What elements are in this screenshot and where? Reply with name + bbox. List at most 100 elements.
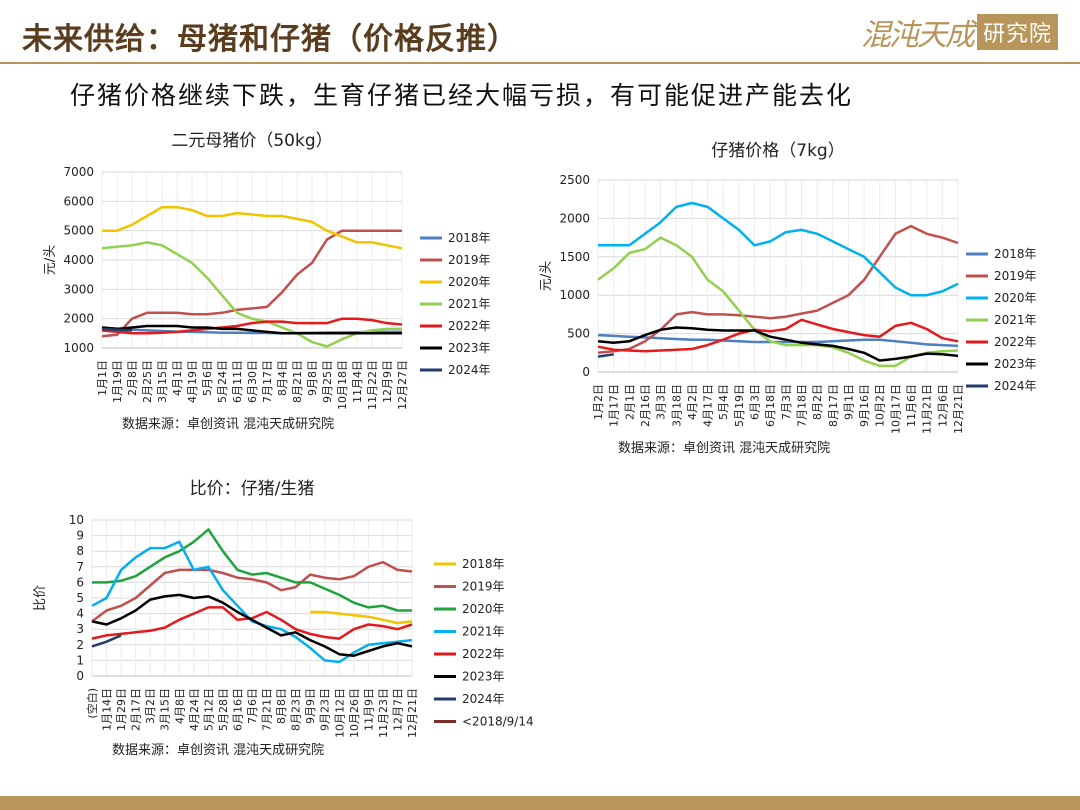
series-line-2019年 [91, 560, 413, 623]
legend-label: 2018年 [994, 247, 1037, 261]
y-tick-label: 5000 [63, 224, 94, 238]
x-tick-label: 5月28日 [217, 688, 230, 731]
legend-label: 2019年 [448, 253, 491, 267]
series-line-2022年 [597, 318, 959, 353]
x-tick-label: (空白) [85, 688, 99, 719]
header-divider [0, 62, 1080, 64]
legend-label: 2018年 [462, 557, 505, 571]
y-tick-label: 7 [76, 560, 84, 574]
y-tick-label: 2000 [559, 211, 590, 225]
legend-label: 2024年 [448, 363, 491, 377]
x-tick-label: 9月9日 [304, 688, 317, 724]
x-tick-label: 5月12日 [202, 688, 215, 731]
data-source-note: 数据来源：卓创资讯 混沌天成研究院 [618, 441, 830, 456]
x-tick-label: 11月9日 [362, 688, 375, 731]
x-tick-label: 7月17日 [261, 360, 274, 403]
x-tick-label: 11月4日 [351, 360, 364, 403]
chart-title: 比价：仔猪/生猪 [190, 479, 315, 499]
legend-label: 2023年 [994, 357, 1037, 371]
data-source-note: 数据来源：卓创资讯 混沌天成研究院 [112, 743, 324, 758]
y-tick-label: 1500 [559, 250, 590, 264]
x-tick-label: 9月16日 [858, 384, 871, 427]
series-line-2024年 [597, 353, 614, 358]
series-line-2021年 [597, 236, 959, 368]
legend-label: 2021年 [994, 313, 1037, 327]
x-tick-label: 8月21日 [291, 360, 304, 403]
series-line-2020年 [598, 201, 959, 297]
x-tick-label: 6月3日 [749, 384, 762, 420]
logo-seal: 研究院 [976, 14, 1058, 50]
legend-label: 2024年 [994, 379, 1037, 393]
x-tick-label: 6月11日 [231, 360, 244, 403]
x-tick-label: 8月2日 [811, 384, 824, 420]
x-tick-label: 3月18日 [670, 384, 683, 427]
x-tick-label: 7月3日 [780, 384, 793, 420]
y-tick-label: 4000 [63, 253, 94, 267]
chart-title: 二元母猪价（50kg） [171, 131, 332, 151]
brand-logo: 混沌天成 研究院 [860, 12, 1058, 53]
x-tick-label: 1月19日 [111, 360, 124, 403]
y-tick-label: 10 [69, 513, 84, 527]
x-tick-label: 12月6日 [936, 384, 949, 427]
x-tick-label: 9月8日 [306, 360, 319, 396]
page-title: 未来供给：母猪和仔猪（价格反推） [22, 22, 518, 57]
x-tick-label: 9月1日 [842, 384, 855, 420]
series-line-2021年 [91, 540, 413, 664]
x-tick-label: 3月2日 [144, 688, 157, 724]
x-tick-label: 2月16日 [639, 384, 652, 427]
y-tick-label: 2 [76, 638, 84, 652]
legend-label: 2022年 [462, 647, 505, 661]
series-line-2020年 [92, 528, 412, 612]
x-tick-label: 4月8日 [173, 688, 186, 724]
x-tick-label: 2月25日 [141, 360, 154, 403]
y-tick-label: 500 [567, 327, 590, 341]
y-tick-label: 3 [76, 622, 84, 636]
x-tick-label: 12月7日 [391, 688, 404, 731]
series-line-2022年 [91, 606, 413, 640]
series-line-2022年 [101, 317, 403, 335]
x-tick-label: 5月4日 [717, 384, 730, 420]
legend-label: 2020年 [462, 602, 505, 616]
x-tick-label: 8月23日 [290, 688, 303, 731]
x-tick-label: 6月16日 [231, 688, 244, 731]
x-tick-label: 6月18日 [764, 384, 777, 427]
logo-text: 混沌天成 [860, 18, 975, 53]
x-tick-label: 4月2日 [686, 384, 699, 420]
y-tick-label: 6000 [63, 194, 94, 208]
footer-bar [0, 796, 1080, 810]
y-tick-label: 1000 [559, 288, 590, 302]
x-tick-label: 10月2日 [874, 384, 887, 427]
series-line-2023年 [597, 326, 959, 362]
series-line-2019年 [101, 229, 402, 338]
legend-label: 2021年 [448, 297, 491, 311]
legend-label: 2020年 [994, 291, 1037, 305]
legend-label: 2018年 [448, 231, 491, 245]
legend-label: 2019年 [462, 580, 505, 594]
y-axis-label: 比价 [33, 585, 48, 611]
legend-label: 2024年 [462, 692, 505, 706]
x-tick-label: 5月19日 [733, 384, 746, 427]
x-tick-label: 11月23日 [377, 688, 390, 738]
y-tick-label: 5 [76, 591, 84, 605]
x-tick-label: 11月6日 [905, 384, 918, 427]
x-tick-label: 11月21日 [921, 384, 934, 434]
x-tick-label: 9月23日 [319, 688, 332, 731]
x-tick-label: 12月21日 [952, 384, 965, 434]
x-tick-label: 8月17日 [827, 384, 840, 427]
y-tick-label: 1 [76, 653, 84, 667]
x-tick-label: 4月1日 [171, 360, 184, 396]
x-tick-label: 1月14日 [101, 688, 114, 731]
series-line-2021年 [101, 241, 402, 348]
legend-label: <2018/9/14 [462, 715, 534, 729]
x-tick-label: 1月29日 [115, 688, 128, 731]
y-tick-label: 4 [76, 607, 84, 621]
data-source-note: 数据来源：卓创资讯 混沌天成研究院 [122, 417, 334, 432]
x-tick-label: 3月15日 [159, 688, 172, 731]
x-tick-label: 8月4日 [276, 360, 289, 396]
x-tick-label: 1月17日 [608, 384, 621, 427]
legend-label: 2023年 [448, 341, 491, 355]
x-tick-label: 4月24日 [188, 688, 201, 731]
x-tick-label: 3月3日 [655, 384, 668, 420]
